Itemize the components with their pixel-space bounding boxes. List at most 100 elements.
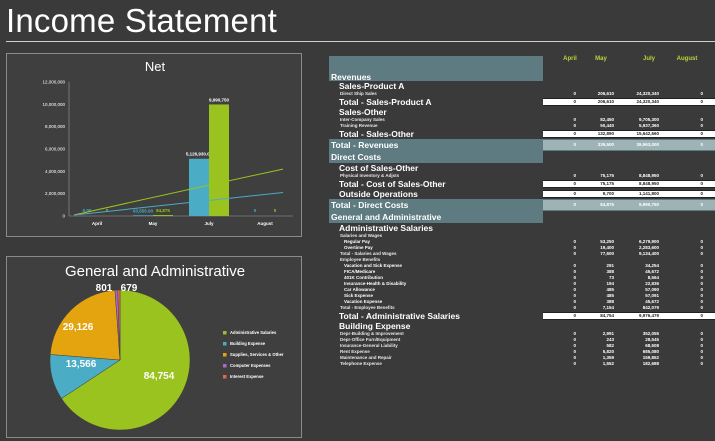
cell-value: 0 [700,313,703,318]
data-label: 84,875 [156,208,170,213]
table-row: Building Expense [329,321,715,331]
cell-value: 0 [700,331,703,336]
cell-value: 0 [700,99,703,104]
cell-value: 0 [573,245,576,250]
row-label: FICA/Medicare [344,269,376,274]
row-label: Total - Revenues [331,140,399,150]
cell-value: 388 [606,299,614,304]
y-tick-label: 12,000,000 [42,80,65,85]
cell-value: 582 [606,343,614,348]
cell-value: 0 [700,191,703,196]
table-row: Maintenance and Repair 0 1,359 159,852 0 [329,355,715,361]
data-label: 0.00 [83,208,92,213]
x-tick-label: August [257,221,273,226]
row-label: Insurance-Health & Disability [344,281,407,286]
pie-slice [117,289,121,361]
table-row: Depr-Office Furn/Equipment 0 243 28,545 0 [329,337,715,343]
table-row: Direct Costs [329,151,543,163]
table-row: Employee Benefits [329,257,715,263]
cell-value: 0 [700,245,703,250]
cell-value: 75,175 [600,181,614,186]
y-tick-label: 2,000,000 [45,191,66,196]
cell-value: 291 [606,263,614,268]
page-title: Income Statement [6,2,278,39]
cell-value: 0 [573,181,576,186]
cell-value: 0 [573,191,576,196]
cell-value: 9,976,479 [638,313,659,318]
bar [133,215,153,216]
table-row: Total - Employee Benefits 0 7,154 842,079 0 [329,305,715,311]
slice-value-label: 679 [121,283,138,294]
x-tick-label: July [204,221,214,226]
table-row: Outside Operations 0 9,700 1,141,800 0 [329,189,715,199]
cell-value: 0 [573,131,576,136]
y-tick-label: 10,000,000 [42,102,65,107]
row-label: Rent Expense [340,349,370,354]
table-row: Salaries and Wages [329,233,715,239]
cell-value: 0 [573,305,576,310]
legend-swatch [223,331,227,335]
row-label: Total - Sales-Other [339,129,414,139]
cell-value: 2,283,600 [638,245,659,250]
data-label: 0 [274,208,277,213]
month-header-july: July [642,56,655,62]
cell-value: 0 [700,343,703,348]
cell-value: 9,134,400 [638,251,659,256]
legend-label: Building Expense [230,341,266,346]
table-row: Telephone Expense 0 1,552 182,688 0 [329,361,715,367]
row-label: Sick Expense [344,293,374,298]
cell-value: 485 [606,293,614,298]
bar [209,104,229,216]
cell-value: 22,836 [645,281,659,286]
data-label: 63,555.00 [133,208,154,213]
cell-value: 84,875 [600,202,614,207]
cell-value: 0 [700,142,703,147]
cell-value: 2,991 [602,331,614,336]
legend-swatch [223,375,227,379]
row-label: Total - Cost of Sales-Other [339,179,446,189]
row-label: Training Revenue [340,123,378,128]
cell-value: 159,852 [642,355,659,360]
cell-value: 0 [573,355,576,360]
pie-slice [61,289,191,431]
legend-swatch [223,353,227,357]
row-label: Total - Employee Benefits [340,305,395,310]
row-label: Direct Costs [331,152,382,162]
cell-value: 0 [573,202,576,207]
trend-line-net [73,192,284,216]
cell-value: 5,820 [602,349,614,354]
row-label: Revenues [331,72,372,82]
x-tick-label: May [149,221,158,226]
cell-value: 0 [700,275,703,280]
cell-value: 24,320,340 [636,99,659,104]
table-row: Total - Sales-Product A 0 206,610 24,320,34… [329,97,715,107]
table-row: Training Revenue 0 50,440 5,937,360 0 [329,123,715,129]
slice-value-label: 801 [96,283,113,294]
data-label: 5,126,930.00 [186,152,213,157]
cell-value: 485 [606,287,614,292]
table-row: Insurance-General Liability 0 582 68,508 0 [329,343,715,349]
legend-label: Administrative Salaries [230,330,277,335]
cell-value: 0 [700,269,703,274]
trend-line-direct-costs [73,168,284,216]
cell-value: 0 [700,287,703,292]
cell-value: 84,754 [600,313,614,318]
cell-value: 5,937,360 [638,123,659,128]
table-row: Total - Salaries and Wages 0 77,600 9,134,4… [329,251,715,257]
cell-value: 0 [573,293,576,298]
cell-value: 243 [606,337,614,342]
cell-value: 82,450 [600,117,614,122]
net-chart-panel: Net 0 2,000,000 4,000,000 6,000,000 8,000,000… [6,53,302,237]
row-label: Insurance-General Liability [340,343,398,348]
table-row: Sales-Other [329,107,715,117]
cell-value: 1,552 [602,361,614,366]
cell-value: 73 [608,275,614,280]
cell-value: 0 [573,173,576,178]
cell-value: 9,705,300 [638,117,659,122]
total-highlight [543,98,715,106]
cell-value: 0 [700,361,703,366]
cell-value: 0 [700,355,703,360]
table-row: Overtime Pay 0 19,400 2,283,600 0 [329,245,715,251]
row-label: Telephone Expense [340,361,382,366]
cell-value: 0 [700,239,703,244]
